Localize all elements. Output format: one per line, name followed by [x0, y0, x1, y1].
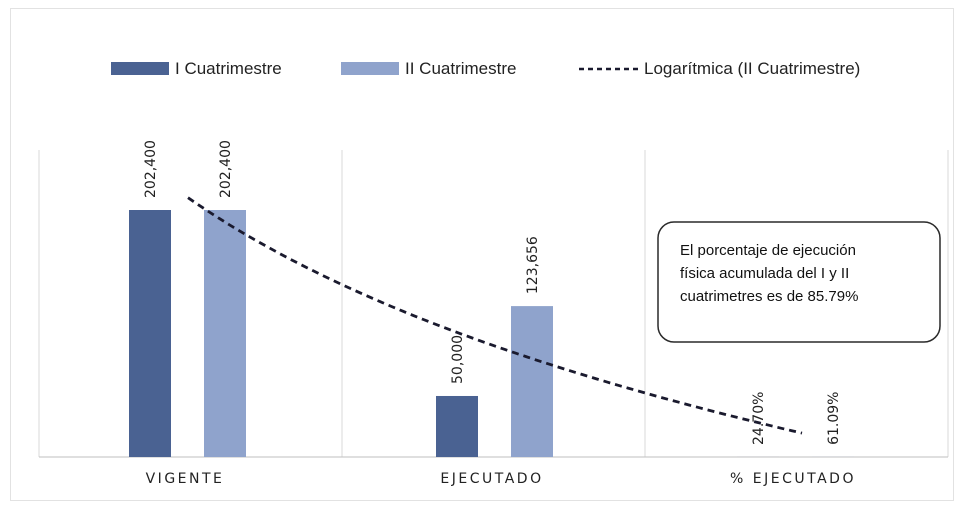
data-label-series-2-vigente: 202,400 [218, 140, 234, 198]
legend-swatch-series-2 [341, 62, 399, 75]
category-label-vigente: VIGENTE [146, 471, 225, 487]
data-label-series-1-ejecutado: 50,000 [450, 335, 466, 384]
annotation-line-2: física acumulada del I y II [680, 265, 849, 282]
data-label-series-1-vigente: 202,400 [143, 140, 159, 198]
legend: I Cuatrimestre II Cuatrimestre Logarítmi… [111, 59, 860, 78]
category-separators [38, 150, 949, 457]
annotation-callout: El porcentaje de ejecución física acumul… [657, 221, 941, 343]
legend-label-trendline: Logarítmica (II Cuatrimestre) [644, 59, 860, 78]
data-labels: 202,400 50,000 24.70% 202,400 123,656 61.09% [143, 140, 842, 445]
category-label-pct-ejecutado: % EJECUTADO [730, 471, 856, 487]
annotation-line-3: cuatrimetres es de 85.79% [680, 288, 858, 305]
legend-label-series-1: I Cuatrimestre [175, 59, 282, 78]
legend-swatch-series-1 [111, 62, 169, 75]
bar-series-2-ejecutado [511, 306, 553, 457]
bar-series-2-vigente [204, 210, 246, 457]
data-label-series-1-pct-ejecutado: 24.70% [751, 392, 767, 445]
trendline-logarithmic [187, 196, 803, 435]
category-labels: VIGENTE EJECUTADO % EJECUTADO [146, 471, 856, 487]
bar-series-1-ejecutado [436, 395, 478, 457]
bars [129, 210, 854, 457]
category-label-ejecutado: EJECUTADO [440, 471, 543, 487]
bar-series-1-vigente [129, 210, 171, 457]
data-label-series-2-ejecutado: 123,656 [525, 236, 541, 294]
annotation-box [657, 221, 941, 343]
data-label-series-2-pct-ejecutado: 61.09% [826, 392, 842, 445]
legend-label-series-2: II Cuatrimestre [405, 59, 516, 78]
annotation-line-1: El porcentaje de ejecución [680, 242, 856, 259]
